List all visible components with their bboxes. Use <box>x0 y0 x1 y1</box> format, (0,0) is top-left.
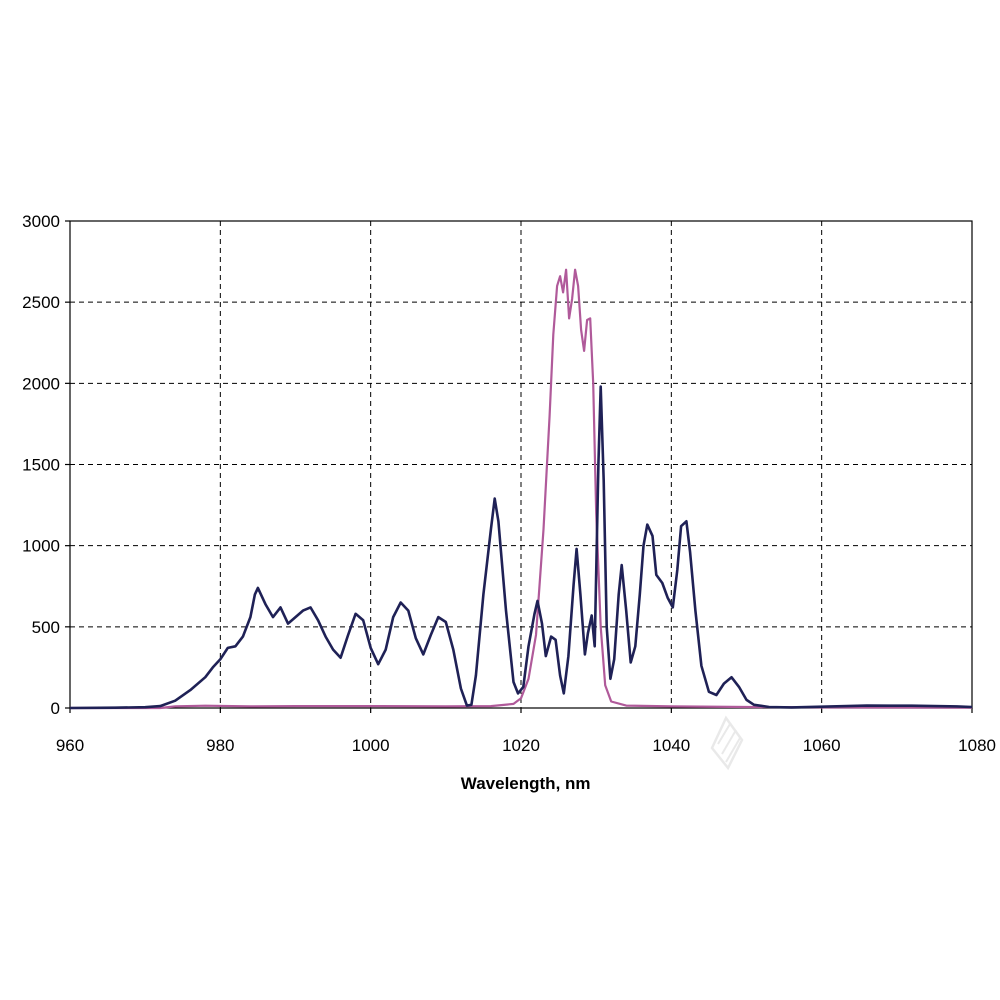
x-tick-label: 1040 <box>652 736 690 755</box>
y-tick-label: 0 <box>51 699 60 718</box>
x-tick-label: 1060 <box>803 736 841 755</box>
x-tick-label: 960 <box>56 736 84 755</box>
y-tick-label: 500 <box>32 618 60 637</box>
watermark-icon <box>710 715 744 771</box>
x-tick-label: 1080 <box>958 736 996 755</box>
y-tick-label: 2500 <box>22 293 60 312</box>
y-tick-label: 3000 <box>22 212 60 231</box>
x-tick-label: 1020 <box>502 736 540 755</box>
watermark-logo <box>710 715 744 771</box>
x-axis-title: Wavelength, nm <box>461 774 591 793</box>
y-tick-label: 2000 <box>22 374 60 393</box>
axis-ticks <box>65 220 973 713</box>
y-tick-labels: 0 500 1000 1500 2000 2500 3000 <box>22 212 60 718</box>
x-tick-label: 1000 <box>352 736 390 755</box>
series-line-1 <box>70 268 973 710</box>
grid-lines <box>70 221 972 708</box>
y-tick-label: 1500 <box>22 456 60 475</box>
x-tick-label: 980 <box>206 736 234 755</box>
y-tick-label: 1000 <box>22 537 60 556</box>
series-layer <box>69 268 973 710</box>
series-line-2 <box>69 385 973 710</box>
x-tick-labels: 960 980 1000 1020 1040 1060 1080 <box>56 736 996 755</box>
